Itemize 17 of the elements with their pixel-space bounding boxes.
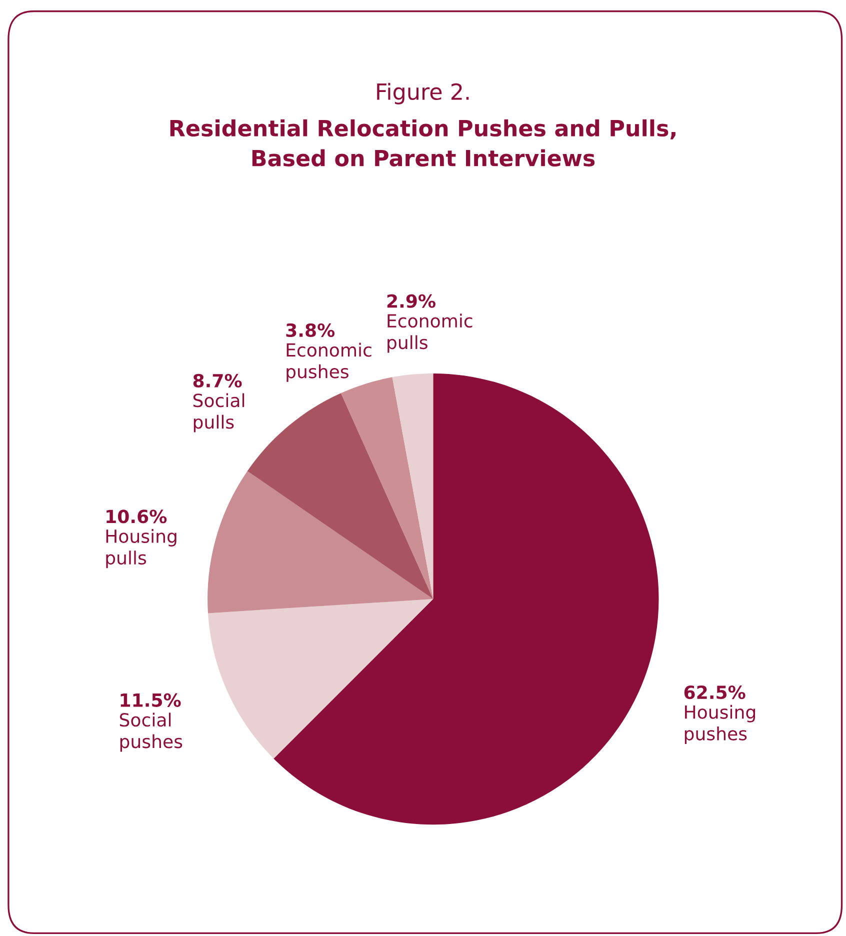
slice-label: Social pushes	[120, 712, 182, 752]
data-label: 11.5%	[120, 693, 181, 707]
slice-label: Housing pulls	[106, 529, 176, 568]
data-label: 8.7%	[193, 374, 242, 388]
chart-subtitle: Residential Relocation Pushes and Pulls, Based on Parent Interviews	[170, 119, 676, 167]
data-label: 2.9%	[387, 294, 436, 308]
pie-slice	[208, 599, 434, 759]
slice-label: Housing pushes	[684, 704, 756, 744]
data-label: 62.5%	[684, 685, 746, 700]
pie-slice	[247, 393, 434, 600]
slice-label: Economic pushes	[286, 342, 372, 382]
data-label: 3.8%	[286, 323, 335, 338]
pie-slice	[392, 373, 434, 600]
slice-label: Social pulls	[193, 393, 244, 432]
chart-title: Figure 2.	[377, 82, 469, 104]
data-label: 10.6%	[106, 510, 167, 524]
slice-label: Economic pulls	[388, 314, 472, 353]
